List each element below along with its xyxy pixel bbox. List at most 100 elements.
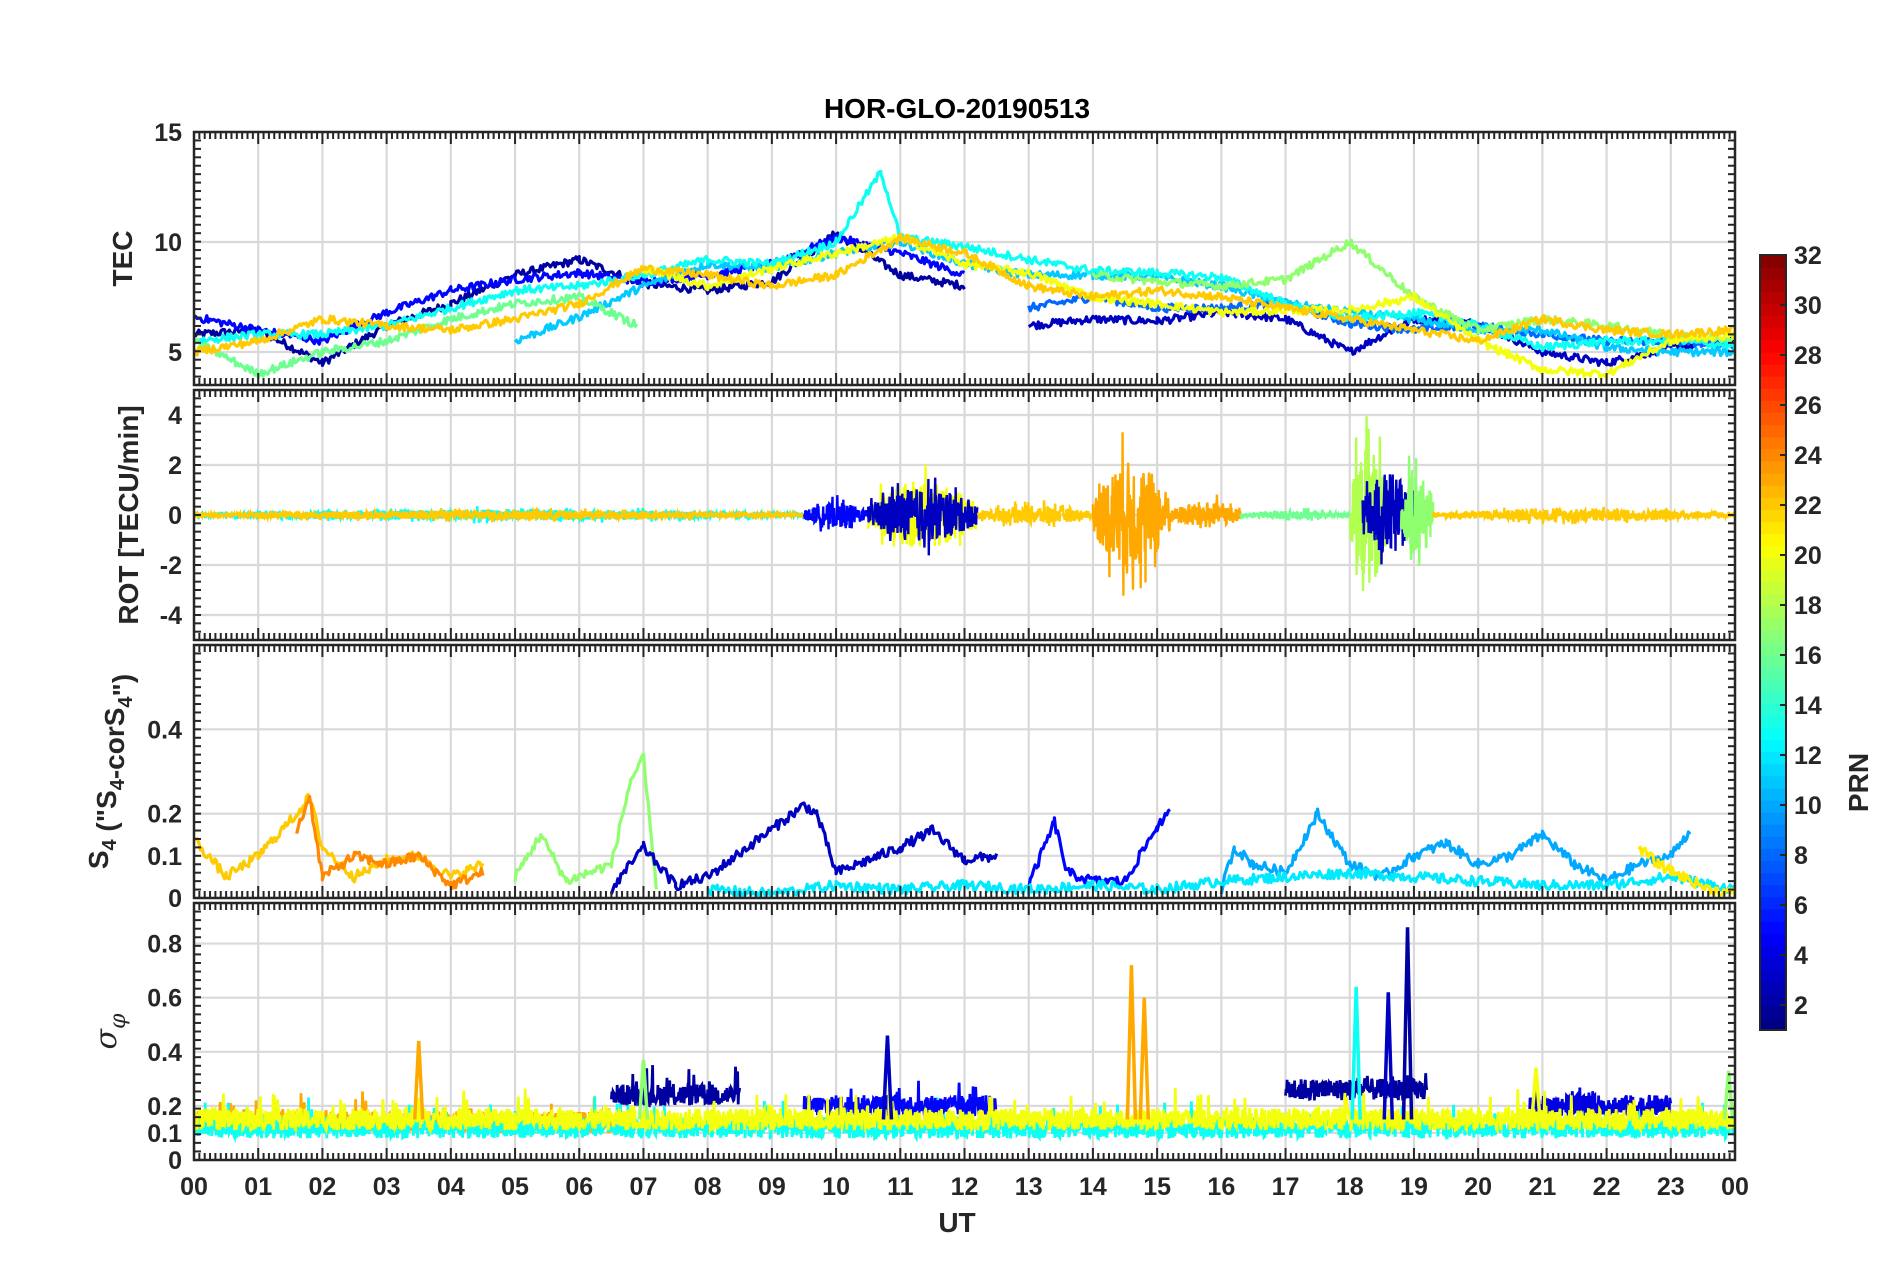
series-prn-3 — [1027, 307, 1735, 368]
colorbar-band — [1760, 267, 1786, 280]
colorbar-band — [1760, 497, 1786, 510]
sigma-plot-area — [194, 927, 1735, 1144]
s4-ticks — [193, 644, 1736, 899]
colorbar-band — [1760, 836, 1786, 849]
x-tick-label: 00 — [1721, 1173, 1749, 1201]
colorbar-band — [1760, 654, 1786, 668]
x-tick-label: 06 — [565, 1173, 593, 1201]
sigma-ticks — [193, 902, 1736, 1161]
colorbar-band — [1760, 872, 1786, 886]
tec-grid — [194, 130, 1735, 385]
sigma-ytick-label: 0.2 — [147, 1093, 182, 1121]
rot-ytick-label: -4 — [160, 602, 182, 630]
colorbar-tick-label: 26 — [1794, 392, 1822, 420]
colorbar-band — [1760, 908, 1786, 922]
sigma-spike-prn-2 — [1401, 927, 1414, 1120]
s4-ytick-label: 0.4 — [147, 716, 182, 744]
x-tick-label: 03 — [373, 1173, 401, 1201]
sigma-spike-prn-23 — [1125, 965, 1138, 1120]
colorbar-label: PRN — [1843, 753, 1874, 812]
colorbar-band — [1760, 787, 1786, 801]
sigma-ytick-label: 0.8 — [147, 931, 182, 959]
sigma-spike-prn-17 — [637, 1059, 650, 1120]
colorbar-tick-label: 14 — [1794, 692, 1822, 720]
colorbar-band — [1760, 557, 1786, 571]
colorbar-band — [1760, 594, 1786, 607]
tec-ytick-label: 10 — [154, 229, 182, 257]
colorbar-band — [1760, 363, 1786, 377]
sigma-ytick-label: 0.4 — [147, 1039, 182, 1067]
x-tick-label: 23 — [1657, 1173, 1685, 1201]
colorbar-band — [1760, 630, 1786, 644]
x-tick-label: 00 — [180, 1173, 208, 1201]
colorbar-band — [1760, 448, 1786, 462]
colorbar-tick-label: 8 — [1794, 842, 1808, 870]
panel-tec: 5 10 15 TEC — [107, 119, 1737, 387]
sigma-spike-prn-23 — [412, 1040, 425, 1120]
colorbar-band — [1760, 279, 1786, 292]
colorbar-tick-label: 24 — [1794, 442, 1822, 470]
colorbar-band — [1760, 351, 1786, 365]
colorbar-band — [1760, 388, 1786, 401]
tec-ytick-label: 5 — [168, 339, 182, 367]
sigma-ytick-label: 0.6 — [147, 985, 182, 1013]
x-tick-label: 10 — [822, 1173, 850, 1201]
colorbar-band — [1760, 485, 1786, 498]
series-prn-16 — [194, 291, 639, 380]
colorbar-band — [1760, 472, 1786, 486]
x-tick-label: 09 — [758, 1173, 786, 1201]
rot-burst-prn-23 — [1168, 494, 1242, 529]
rot-burst-prn-5 — [802, 495, 870, 532]
colorbar-band — [1760, 884, 1786, 898]
series-prn-20 — [642, 232, 1735, 380]
x-tick-label: 14 — [1079, 1173, 1107, 1201]
rot-ticks — [193, 389, 1736, 641]
colorbar-band — [1760, 303, 1786, 317]
series-prn-3 — [609, 801, 999, 895]
colorbar-tick-label: 18 — [1794, 592, 1822, 620]
colorbar-band — [1760, 812, 1786, 825]
x-axis-label: UT — [938, 1207, 975, 1238]
x-tick-label: 01 — [244, 1173, 272, 1201]
series-prn-10 — [1219, 807, 1692, 895]
colorbar-band — [1760, 969, 1786, 983]
tec-ytick-label: 15 — [154, 119, 182, 147]
colorbar-band — [1760, 618, 1786, 631]
colorbar-tick-label: 12 — [1794, 742, 1822, 770]
colorbar-band — [1760, 727, 1786, 740]
x-tick-label: 02 — [309, 1173, 337, 1201]
colorbar-band — [1760, 424, 1786, 438]
colorbar-band — [1760, 739, 1786, 753]
sigma-baseline-prn-13 — [194, 1096, 1735, 1144]
colorbar-band — [1760, 581, 1786, 595]
colorbar-tick-label: 16 — [1794, 642, 1822, 670]
x-tick-label: 22 — [1593, 1173, 1621, 1201]
colorbar-band — [1760, 775, 1786, 789]
series-prn-11 — [513, 237, 1735, 358]
panel-sigma: 00.10.2 0.4 0.6 0.8 σφ — [89, 901, 1737, 1175]
rot-burst-prn-17 — [1399, 455, 1435, 567]
tec-plot-area — [194, 169, 1735, 380]
rot-burst-prn-23 — [1091, 432, 1172, 596]
colorbar-band — [1760, 763, 1786, 777]
colorbar-band — [1760, 315, 1786, 329]
rot-burst-prn-16 — [1239, 506, 1351, 522]
x-tick-label: 04 — [437, 1173, 465, 1201]
x-tick-label: 20 — [1464, 1173, 1492, 1201]
sigma-ytick-label: 0.1 — [147, 1120, 182, 1148]
colorbar-band — [1760, 1005, 1786, 1019]
x-tick-label: 13 — [1015, 1173, 1043, 1201]
colorbar-band — [1760, 751, 1786, 765]
colorbar-band — [1760, 521, 1786, 535]
s4-plot-area — [194, 752, 1735, 898]
colorbar-band — [1760, 824, 1786, 837]
sigma-baseline-prn-5 — [802, 1080, 998, 1120]
panel-s4: 0 0.1 0.2 0.4 S4 ("S4-corS4") — [83, 643, 1737, 913]
colorbar-band — [1760, 255, 1786, 268]
sigma-spike-prn-3 — [1382, 992, 1395, 1120]
rot-ytick-label: 4 — [168, 402, 182, 430]
rot-burst-prn-22 — [194, 506, 805, 524]
colorbar-band — [1760, 545, 1786, 559]
x-tick-label: 17 — [1272, 1173, 1300, 1201]
